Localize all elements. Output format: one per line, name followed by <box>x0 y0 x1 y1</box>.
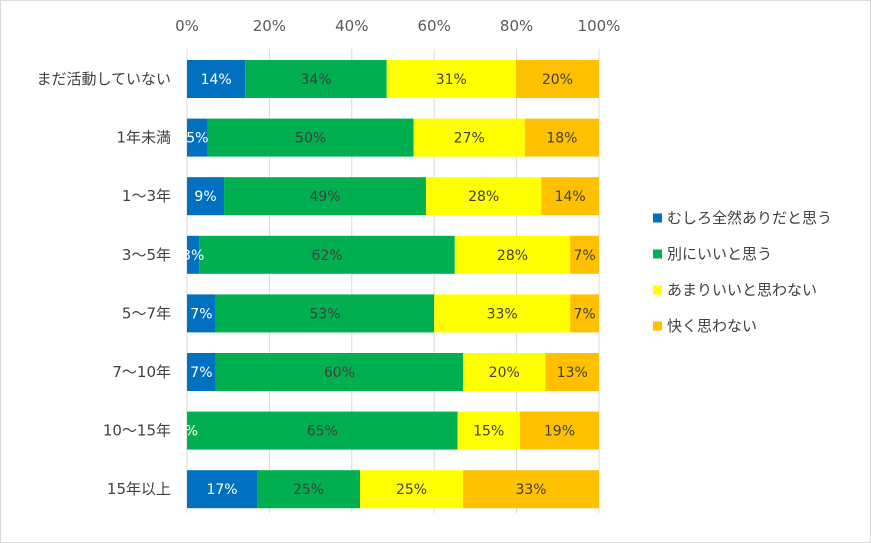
data-label: 17% <box>206 482 237 498</box>
data-label: 7% <box>573 306 595 322</box>
x-tick-label: 60% <box>418 17 451 35</box>
bar-segment <box>360 470 464 509</box>
bar-segment <box>187 60 246 98</box>
category-label: 7～10年 <box>112 363 171 381</box>
data-label: 9% <box>194 189 216 205</box>
data-label: 7% <box>190 365 212 381</box>
legend-label: あまりいいと思わない <box>667 281 817 299</box>
data-label: 13% <box>557 365 588 381</box>
bar-segment <box>570 235 599 274</box>
bar-segment <box>457 411 520 450</box>
legend-swatch <box>653 321 662 331</box>
legend-entry: むしろ全然ありだと思う <box>653 209 832 227</box>
x-tick-label: 0% <box>175 17 199 35</box>
data-label: 50% <box>295 131 326 147</box>
bar-segment <box>570 294 599 333</box>
legend-entry: 快く思わない <box>653 317 757 335</box>
data-label: 62% <box>312 248 343 264</box>
bar-segment <box>454 235 571 274</box>
legend-entry: あまりいいと思わない <box>653 281 817 299</box>
bar-segment <box>434 294 571 333</box>
data-label: 65% <box>307 424 338 440</box>
data-label: 5% <box>186 131 208 147</box>
data-label: 7% <box>190 306 212 322</box>
bar-segment <box>515 60 599 98</box>
bar-segment <box>257 470 361 509</box>
data-label: 3% <box>182 248 204 264</box>
bar-segment <box>524 118 599 157</box>
data-label: 60% <box>324 365 355 381</box>
data-label: 25% <box>396 482 427 498</box>
x-tick-label: 40% <box>335 17 368 35</box>
bar-segment <box>545 353 599 391</box>
bar-segment <box>187 411 458 450</box>
category-label: 15年以上 <box>107 480 171 498</box>
data-label: 18% <box>546 131 577 147</box>
data-label: 27% <box>454 131 485 147</box>
x-tick-label: 20% <box>253 17 286 35</box>
data-label: 49% <box>309 189 340 205</box>
x-axis-ticks: 0% 20% 40% 60% 80% 100% <box>175 17 620 35</box>
data-label: 15% <box>473 424 504 440</box>
bar-segment <box>215 294 435 333</box>
data-label: 14% <box>555 189 586 205</box>
category-label: 5～7年 <box>122 304 171 322</box>
data-label: 7% <box>573 248 595 264</box>
bars <box>187 60 599 509</box>
x-tick-label: 80% <box>500 17 533 35</box>
bar-segment <box>187 118 208 157</box>
data-label: 31% <box>436 72 467 88</box>
legend-swatch <box>653 213 662 223</box>
category-label: 3～5年 <box>122 246 171 264</box>
data-label: 28% <box>468 189 499 205</box>
bar-segment <box>207 118 414 157</box>
y-axis-categories: まだ活動していない 1年未満 1～3年 3～5年 5～7年 7～10年 10～15年 15年以… <box>36 70 171 498</box>
data-label: 20% <box>489 365 520 381</box>
bar-segment <box>215 353 464 391</box>
legend-label: むしろ全然ありだと思う <box>667 209 832 227</box>
bar-segment <box>187 235 200 274</box>
bar-segment <box>463 353 546 391</box>
bar-segment <box>519 411 599 450</box>
data-label: 28% <box>497 248 528 264</box>
bar-segment <box>245 60 387 98</box>
bar-segment <box>541 177 599 216</box>
data-label: 33% <box>487 306 518 322</box>
bar-segment <box>187 470 258 509</box>
data-label: 33% <box>515 482 546 498</box>
data-label: 19% <box>544 424 575 440</box>
bar-segment <box>463 470 599 509</box>
legend-swatch <box>653 285 662 295</box>
bar-segment <box>187 353 216 391</box>
category-label: 1年未満 <box>116 129 171 147</box>
category-label: まだ活動していない <box>36 70 171 88</box>
bar-segment <box>199 235 455 274</box>
legend-entry: 別にいいと思う <box>653 245 772 263</box>
bar-segment <box>413 118 525 157</box>
data-label: 53% <box>309 306 340 322</box>
data-labels: 14% 34% 31% 20% 5% 50% 27% 18% 9% 49% 28% 14% 3% 62% 2… <box>176 72 596 498</box>
x-tick-label: 100% <box>578 17 621 35</box>
data-label: 0% <box>176 424 198 440</box>
data-label: 14% <box>201 72 232 88</box>
bar-segment <box>386 60 516 98</box>
category-label: 1～3年 <box>122 187 171 205</box>
legend-label: 別にいいと思う <box>667 245 772 263</box>
data-label: 20% <box>542 72 573 88</box>
category-label: 10～15年 <box>103 422 171 440</box>
bar-segment <box>425 177 542 216</box>
data-label: 25% <box>293 482 324 498</box>
bar-segment <box>187 294 216 333</box>
bar-segment <box>224 177 426 216</box>
bar-segment <box>187 177 225 216</box>
legend-swatch <box>653 249 662 259</box>
data-label: 34% <box>300 72 331 88</box>
legend-label: 快く思わない <box>667 317 757 335</box>
